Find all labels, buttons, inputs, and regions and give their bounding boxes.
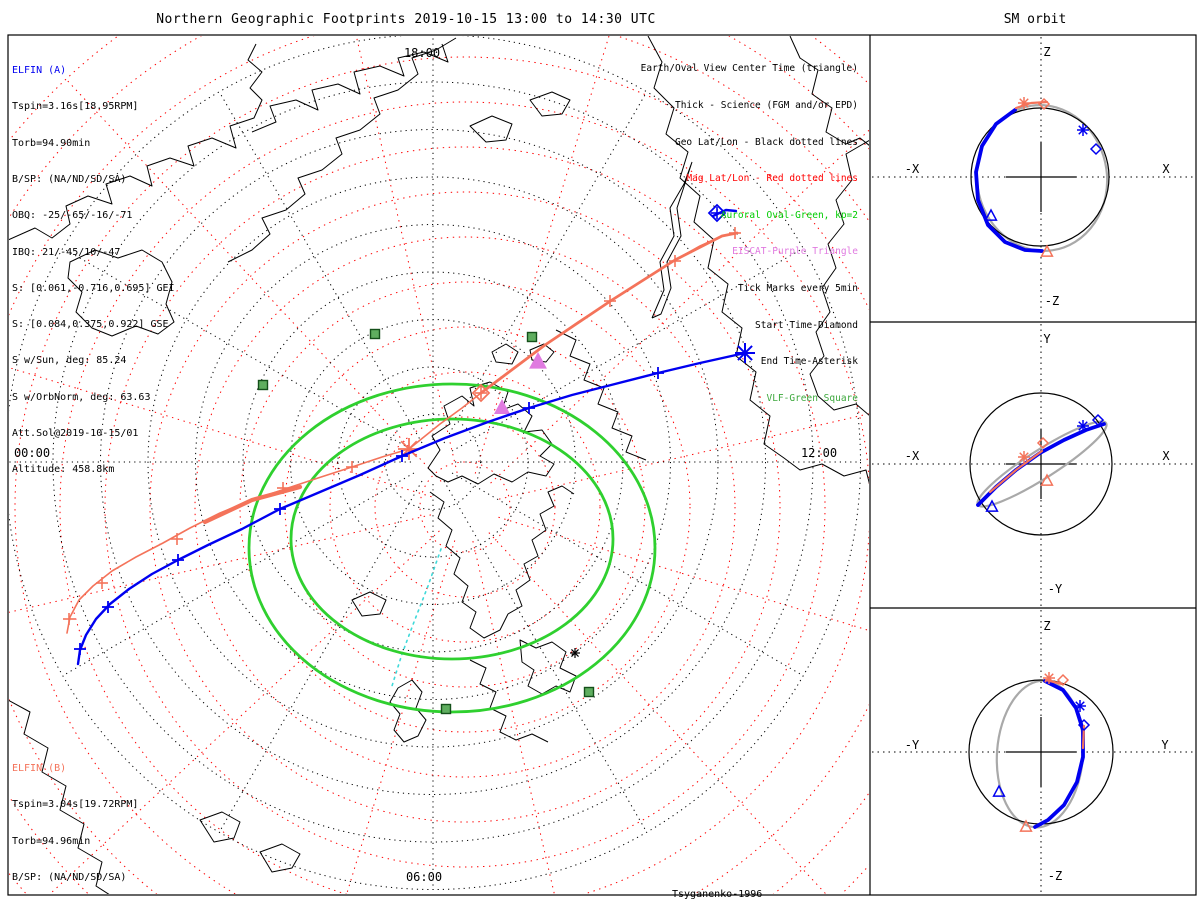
axis-label: -Y: [1047, 582, 1063, 596]
orbit-a-asterisk: [1074, 700, 1086, 712]
info-line: Tspin=3.04s[19.72RPM]: [12, 799, 139, 811]
orbit-b-triangle: [1040, 244, 1054, 257]
axis-label: X: [1162, 449, 1170, 463]
legend-item: Start Time-Diamond: [755, 319, 858, 331]
orbit-a-diamond: [1089, 142, 1103, 156]
orbit-ellipse: [995, 679, 1085, 829]
vlf-station-square: [369, 328, 381, 340]
orbit-b-asterisk: [1018, 451, 1030, 463]
legend-item: Geo Lat/Lon - Black dotted lines: [674, 136, 858, 148]
legend-item: End Time-Asterisk: [760, 356, 858, 368]
earth-circle: [969, 392, 1113, 536]
info-line: Torb=94.90min: [12, 137, 91, 149]
oval-outer-boundary: [247, 382, 657, 714]
eiscat-triangle: [529, 351, 547, 369]
info-line: Att.Sol@2019-10-15/01: [12, 428, 139, 439]
sm-orbit-panel-1: [872, 37, 1194, 320]
axis-label: Y: [1043, 332, 1051, 346]
orbit-b-triangle: [1040, 473, 1054, 486]
legend-item: Thick - Science (FGM and/or EPD): [674, 100, 858, 112]
info-line: B/SP: (NA/ND/SD/SA): [12, 872, 127, 884]
sm-orbit-title: SM orbit: [1003, 12, 1067, 27]
clock-label-0600: 06:00: [405, 870, 443, 884]
elfin-a-label: ELFIN (A): [12, 65, 67, 77]
legend-item: Earth/Oval View Center Time (triangle): [640, 63, 858, 75]
orbit-a-triangle: [985, 499, 999, 512]
orbit-b-asterisk: [1043, 672, 1055, 684]
clock-label-0000: 00:00: [13, 446, 51, 460]
info-line: IBQ: 21/-45/10/-47: [12, 246, 121, 258]
orbit-a-diamond: [1091, 413, 1105, 427]
model-label: Tsyganenko-1996: [672, 889, 763, 900]
station-star-marker: [570, 648, 580, 658]
legend: Earth/Oval View Center Time (triangle) T…: [641, 39, 858, 430]
auroral-oval: [247, 382, 657, 714]
legend-item: Mag Lat/Lon - Red dotted lines: [686, 173, 858, 185]
sm-orbit-panel-2: [872, 324, 1194, 606]
info-line: Torb=94.96min: [12, 835, 91, 847]
clock-label-1200: 12:00: [800, 446, 838, 460]
legend-item: Auroral Oval-Green, kp=2: [720, 209, 858, 221]
ground-stations: [257, 328, 595, 715]
orbit-b-triangle: [1019, 819, 1033, 832]
orbit-b-asterisk: [1018, 97, 1030, 109]
elfin-b-label: ELFIN (B): [12, 763, 67, 775]
axis-label: -X: [904, 162, 920, 176]
axis-label: -Z: [1047, 869, 1063, 883]
info-line: OBQ: -25/-65/-16/-71: [12, 210, 133, 222]
elfin-b-track: [63, 227, 741, 634]
orbit-b-diamond: [1037, 97, 1051, 111]
geo-latlon-grid: [9, 36, 861, 890]
oval-inner-boundary: [289, 417, 615, 661]
orbit-b-diamond: [1056, 673, 1070, 687]
sm-orbit-panel-3: [872, 610, 1194, 893]
axis-label: Y: [1161, 738, 1169, 752]
info-line: S w/Sun, deg: 85.24: [12, 355, 127, 367]
legend-item: VLF-Green Square: [766, 392, 858, 404]
cyan-meridian-line: [391, 548, 442, 687]
elfin-a-start-diamond: [707, 203, 727, 223]
page-title: Northern Geographic Footprints 2019-10-1…: [156, 12, 656, 27]
axis-label: -X: [904, 449, 920, 463]
earth-circle: [970, 107, 1110, 247]
elfin-a-end-asterisk: [735, 343, 755, 363]
plot-frame: [7, 34, 1197, 896]
vlf-station-square: [526, 331, 538, 343]
credits: Tsyganenko-1996 Created: Wed Jan 25 20:1…: [672, 862, 871, 900]
vlf-station-square: [583, 686, 595, 698]
axis-label: -Y: [904, 738, 920, 752]
elfin-b-info-block: ELFIN (B) Tspin=3.04s[19.72RPM] Torb=94.…: [12, 739, 181, 900]
orbit-b-diamond: [1036, 436, 1050, 450]
clock-label-1800: 18:00: [403, 46, 441, 60]
orbit-a-triangle: [992, 784, 1006, 797]
orbit-a-asterisk: [1077, 420, 1089, 432]
info-line: S: [0.084,0.375,0.922] GSE: [12, 319, 169, 331]
info-line: S: [0.061,-0.716,0.695] GEI: [12, 282, 175, 294]
info-line: Altitude: 458.8km: [12, 464, 115, 476]
eiscat-triangle: [493, 398, 511, 414]
axis-label: Z: [1043, 45, 1051, 59]
orbit-a-triangle: [984, 208, 998, 221]
axis-label: -Z: [1044, 294, 1060, 308]
sm-orbit-panels: [872, 37, 1194, 893]
axis-label: X: [1162, 162, 1170, 176]
axis-label: Z: [1043, 619, 1051, 633]
orbit-ellipse: [975, 104, 1109, 252]
mag-latlon-grid: [9, 36, 869, 894]
elfin-b-start-diamond: [471, 383, 491, 403]
orbit-a-asterisk: [1077, 124, 1089, 136]
info-line: Tspin=3.16s[18.95RPM]: [12, 101, 139, 113]
elfin-a-track: [74, 203, 755, 666]
legend-item: EISCAT-Purple Triangle: [732, 246, 858, 258]
legend-item: Tick Marks every 5min: [737, 283, 858, 295]
vlf-station-square: [257, 379, 269, 391]
vlf-station-square: [440, 703, 452, 715]
info-line: B/SP: (NA/ND/SD/SA): [12, 174, 127, 186]
elfin-a-info-block: ELFIN (A) Tspin=3.16s[18.95RPM] Torb=94.…: [12, 41, 175, 501]
info-line: S w/OrbNorm, deg: 63.63: [12, 391, 151, 403]
orbit-a-diamond: [1077, 718, 1091, 732]
